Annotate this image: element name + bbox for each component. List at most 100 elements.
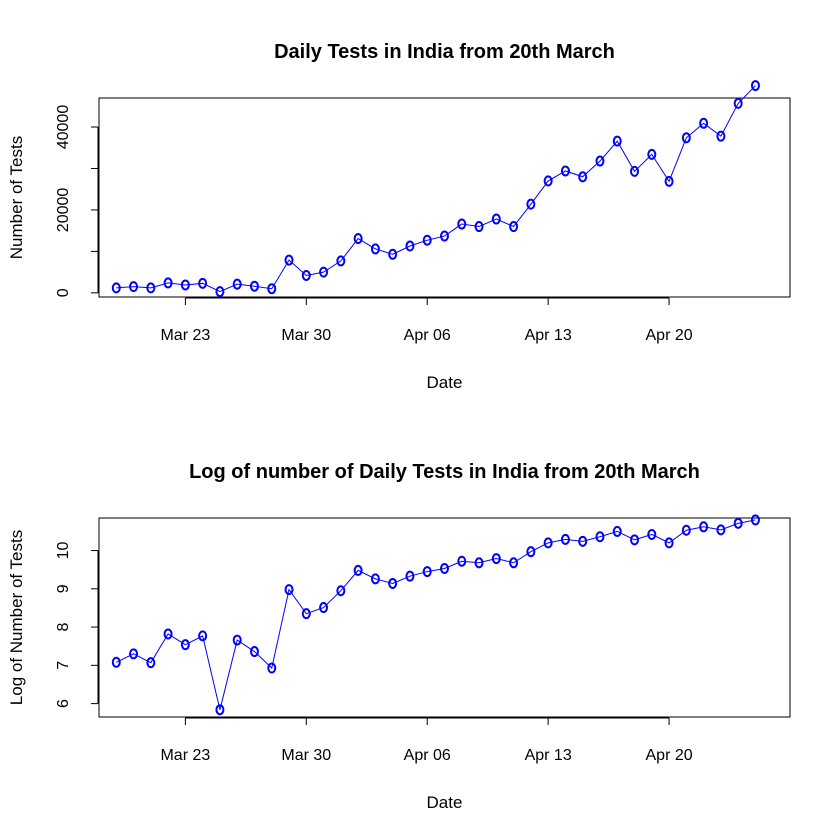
y-tick-label: 0 bbox=[55, 288, 72, 297]
x-axis-label: Date bbox=[427, 373, 463, 392]
data-point bbox=[215, 704, 225, 716]
data-point bbox=[595, 155, 605, 167]
data-point bbox=[370, 573, 380, 585]
log-daily-tests-chart: Log of number of Daily Tests in India fr… bbox=[7, 461, 791, 812]
data-point bbox=[630, 534, 640, 546]
data-point bbox=[129, 648, 139, 660]
data-point bbox=[422, 566, 432, 578]
x-tick-label: Apr 06 bbox=[404, 327, 451, 344]
data-point bbox=[699, 521, 709, 533]
x-tick-label: Apr 13 bbox=[525, 747, 572, 764]
data-point bbox=[180, 639, 190, 651]
y-axis-label: Log of Number of Tests bbox=[7, 530, 26, 705]
x-tick-label: Apr 20 bbox=[646, 747, 693, 764]
x-tick-label: Mar 23 bbox=[160, 747, 210, 764]
data-point bbox=[215, 286, 225, 298]
y-tick-label: 10 bbox=[55, 542, 72, 560]
x-tick-label: Mar 30 bbox=[281, 747, 331, 764]
data-point bbox=[664, 175, 674, 187]
data-point bbox=[129, 281, 139, 293]
data-point bbox=[595, 531, 605, 543]
data-point bbox=[146, 657, 156, 669]
data-point bbox=[578, 535, 588, 547]
chart-title: Daily Tests in India from 20th March bbox=[274, 41, 615, 63]
data-point bbox=[405, 240, 415, 252]
data-point bbox=[509, 557, 519, 569]
data-point bbox=[146, 282, 156, 294]
data-point bbox=[232, 634, 242, 646]
x-tick-label: Apr 13 bbox=[525, 327, 572, 344]
data-point bbox=[526, 198, 536, 210]
data-point bbox=[733, 97, 743, 109]
data-point bbox=[232, 278, 242, 290]
data-point bbox=[111, 656, 121, 668]
data-point bbox=[111, 282, 121, 294]
x-tick-label: Mar 30 bbox=[281, 327, 331, 344]
data-point bbox=[301, 269, 311, 281]
data-point bbox=[681, 524, 691, 536]
y-tick-label: 9 bbox=[55, 584, 72, 593]
data-point bbox=[716, 524, 726, 536]
x-axis-label: Date bbox=[427, 793, 463, 812]
series-line bbox=[116, 519, 756, 710]
data-point bbox=[612, 525, 622, 537]
data-point bbox=[457, 555, 467, 567]
data-point bbox=[422, 234, 432, 246]
y-tick-label: 40000 bbox=[55, 105, 72, 150]
data-point bbox=[336, 585, 346, 597]
plot-frame bbox=[98, 97, 791, 298]
y-tick-label: 20000 bbox=[55, 188, 72, 233]
data-point bbox=[353, 564, 363, 576]
data-point bbox=[630, 165, 640, 177]
data-point bbox=[353, 233, 363, 245]
data-point bbox=[647, 528, 657, 540]
data-point bbox=[681, 132, 691, 144]
data-point bbox=[163, 277, 173, 289]
chart-title: Log of number of Daily Tests in India fr… bbox=[189, 461, 700, 483]
x-tick-label: Mar 23 bbox=[160, 327, 210, 344]
data-point bbox=[440, 563, 449, 575]
daily-tests-chart: Daily Tests in India from 20th March Mar … bbox=[7, 41, 791, 392]
plot-frame bbox=[98, 517, 791, 718]
data-point bbox=[716, 130, 726, 142]
data-point bbox=[491, 553, 501, 565]
series-line bbox=[116, 85, 756, 293]
data-point bbox=[284, 254, 294, 266]
data-point bbox=[474, 557, 484, 569]
y-axis-label: Number of Tests bbox=[7, 136, 26, 259]
x-tick-label: Apr 20 bbox=[646, 327, 693, 344]
data-point bbox=[284, 584, 294, 596]
data-point bbox=[405, 570, 415, 582]
data-point bbox=[249, 646, 259, 658]
data-point bbox=[319, 266, 329, 278]
data-point bbox=[543, 537, 553, 549]
data-point bbox=[301, 608, 311, 620]
data-point bbox=[699, 117, 709, 129]
data-point bbox=[647, 148, 657, 160]
data-point bbox=[267, 283, 277, 295]
data-point bbox=[163, 628, 173, 640]
data-point bbox=[440, 230, 449, 242]
data-point bbox=[509, 221, 519, 233]
data-point bbox=[750, 80, 760, 92]
data-point bbox=[526, 546, 536, 558]
data-point bbox=[370, 243, 380, 255]
data-point bbox=[664, 537, 674, 549]
data-point bbox=[578, 171, 588, 183]
data-point bbox=[612, 135, 622, 147]
data-point bbox=[474, 221, 484, 233]
data-point bbox=[180, 279, 190, 291]
data-point bbox=[560, 165, 570, 177]
y-tick-label: 7 bbox=[55, 661, 72, 670]
data-point bbox=[336, 255, 346, 267]
data-point bbox=[198, 630, 208, 642]
data-point bbox=[750, 514, 760, 526]
data-point bbox=[457, 218, 467, 230]
data-point bbox=[388, 248, 398, 260]
y-tick-label: 6 bbox=[55, 699, 72, 708]
data-point bbox=[543, 175, 553, 187]
data-point bbox=[249, 280, 259, 292]
data-point bbox=[267, 662, 277, 674]
y-tick-label: 8 bbox=[55, 623, 72, 632]
